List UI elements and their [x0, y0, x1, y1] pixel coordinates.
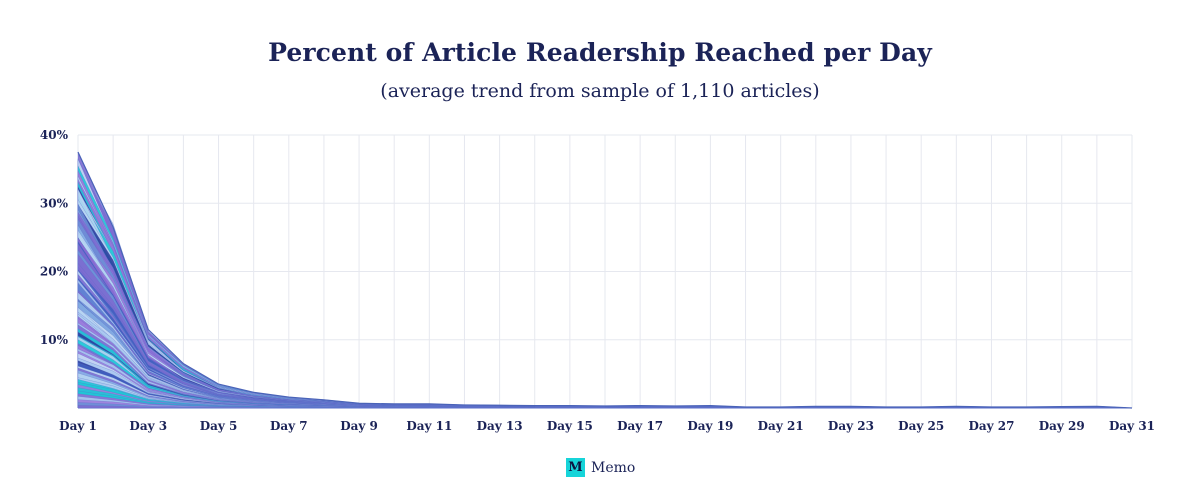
grid-lines: [77, 134, 1133, 409]
x-tick-label: Day 5: [200, 419, 238, 433]
x-tick-label: Day 11: [406, 419, 452, 433]
x-tick-label: Day 29: [1039, 419, 1085, 433]
x-tick-label: Day 7: [270, 419, 308, 433]
y-tick-label: 20%: [40, 265, 69, 279]
x-tick-label: Day 27: [968, 419, 1014, 433]
x-tick-label: Day 31: [1109, 419, 1155, 433]
y-tick-label: 10%: [40, 333, 69, 347]
brand-footer: M Memo: [566, 458, 635, 477]
x-axis: Day 1 Day 3 Day 5 Day 7 Day 9 Day 11 Day 13 Day…: [59, 419, 1155, 433]
chart-title: Percent of Article Readership Reached pe…: [268, 38, 932, 67]
x-tick-label: Day 23: [828, 419, 874, 433]
y-axis: 10% 20% 30% 40%: [40, 128, 69, 347]
x-tick-label: Day 25: [898, 419, 944, 433]
x-tick-label: Day 17: [617, 419, 663, 433]
memo-logo-icon: M: [566, 458, 585, 477]
series-area: [77, 405, 1133, 409]
x-tick-label: Day 13: [477, 419, 523, 433]
envelope-line: [77, 151, 1133, 409]
x-tick-label: Day 21: [758, 419, 804, 433]
x-tick-label: Day 19: [687, 419, 733, 433]
x-tick-label: Day 9: [340, 419, 378, 433]
x-tick-label: Day 15: [547, 419, 593, 433]
x-tick-label: Day 1: [59, 419, 97, 433]
y-tick-label: 40%: [40, 128, 69, 142]
brand-name: Memo: [591, 459, 636, 476]
chart-subtitle: (average trend from sample of 1,110 arti…: [380, 80, 820, 102]
series-layers: [77, 151, 1133, 409]
x-tick-label: Day 3: [129, 419, 167, 433]
y-tick-label: 30%: [40, 196, 69, 210]
